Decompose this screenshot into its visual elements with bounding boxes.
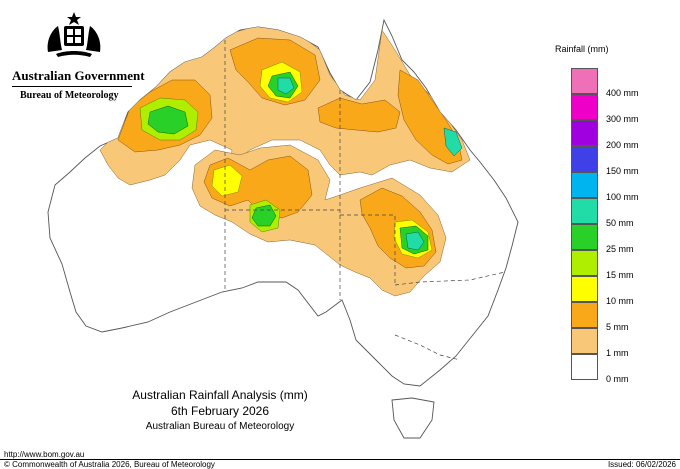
legend-swatch [571, 94, 598, 120]
footer-divider [0, 459, 680, 460]
legend-item: 50 mm [571, 198, 671, 228]
map-date: 6th February 2026 [170, 404, 270, 418]
legend-label: 15 mm [606, 270, 634, 280]
rainfall-area-25mm-kimberley [147, 105, 189, 135]
legend-label: 150 mm [606, 166, 639, 176]
coat-of-arms-icon [47, 12, 101, 57]
legend-swatch [571, 354, 598, 380]
legend-item: 0 mm [571, 354, 671, 384]
legend-item: 10 mm [571, 276, 671, 306]
copyright-text: © Commonwealth of Australia 2026, Bureau… [4, 460, 215, 469]
legend-swatch [571, 68, 598, 94]
legend-item: 1 mm [571, 328, 671, 358]
map-agency: Australian Bureau of Meteorology [145, 421, 295, 432]
legend-item: 25 mm [571, 224, 671, 254]
bom-url-link[interactable]: http://www.bom.gov.au [4, 450, 85, 459]
legend-item: 400 mm [571, 68, 671, 98]
legend-label: 10 mm [606, 296, 634, 306]
legend-title: Rainfall (mm) [555, 44, 609, 54]
map-title: Australian Rainfall Analysis (mm) [132, 388, 308, 402]
rainfall-overlay [99, 24, 471, 297]
legend-swatch [571, 250, 598, 276]
rainfall-area-5mm-gulf [317, 97, 401, 133]
legend-label: 25 mm [606, 244, 634, 254]
issued-date: Issued: 06/02/2026 [607, 460, 676, 469]
state-borders [224, 40, 506, 361]
legend-swatch [571, 328, 598, 354]
legend-swatch [571, 146, 598, 172]
legend-label: 5 mm [606, 322, 629, 332]
legend-item: 200 mm [571, 120, 671, 150]
rainfall-area-50mm-cape [443, 127, 463, 157]
legend-swatch [571, 198, 598, 224]
border-sa-qld [340, 214, 396, 285]
legend-swatch [571, 276, 598, 302]
map-title-block: Australian Rainfall Analysis (mm) 6th Fe… [120, 387, 320, 435]
government-title: Australian Government [12, 68, 145, 83]
legend-label: 1 mm [606, 348, 629, 358]
bureau-title: Bureau of Meteorology [20, 90, 119, 101]
legend-swatch [571, 172, 598, 198]
legend-swatch [571, 302, 598, 328]
rainfall-area-50mm-east [405, 231, 425, 251]
rainfall-area-10mm [211, 164, 243, 197]
border-nsw-vic [394, 334, 461, 361]
logo-divider [12, 86, 132, 87]
legend-label: 50 mm [606, 218, 634, 228]
legend-label: 300 mm [606, 114, 639, 124]
legend-swatch [571, 224, 598, 250]
legend-item: 300 mm [571, 94, 671, 124]
legend-label: 100 mm [606, 192, 639, 202]
legend-item: 15 mm [571, 250, 671, 280]
legend-label: 0 mm [606, 374, 629, 384]
rainfall-area-50mm-top-end [277, 77, 295, 95]
legend-swatch [571, 120, 598, 146]
border-nsw-qld [394, 271, 506, 286]
legend-item: 100 mm [571, 172, 671, 202]
legend-item: 150 mm [571, 146, 671, 176]
legend-label: 200 mm [606, 140, 639, 150]
legend-item: 5 mm [571, 302, 671, 332]
tasmania [391, 397, 435, 439]
legend-label: 400 mm [606, 88, 639, 98]
